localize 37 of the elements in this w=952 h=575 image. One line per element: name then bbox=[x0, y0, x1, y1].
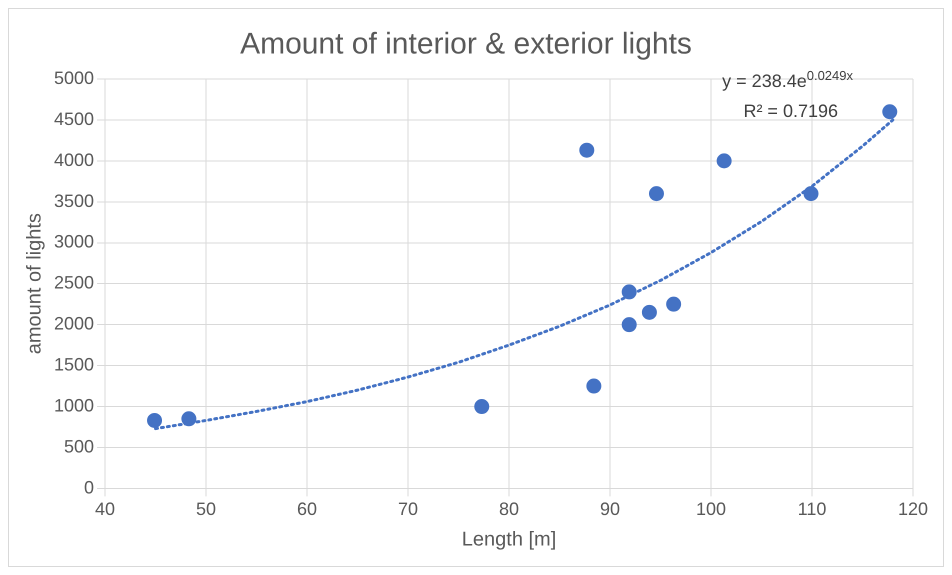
y-tick-label: 5000 bbox=[54, 68, 94, 88]
point bbox=[648, 186, 664, 202]
point bbox=[882, 104, 898, 120]
point bbox=[642, 304, 657, 320]
point bbox=[666, 296, 682, 312]
x-tick-label: 60 bbox=[297, 499, 318, 520]
chart-title: Amount of interior & exterior lights bbox=[240, 27, 692, 60]
y-tick-label: 0 bbox=[84, 477, 94, 498]
y-tick-label: 4000 bbox=[54, 150, 94, 170]
point bbox=[474, 399, 490, 414]
x-tick-label: 80 bbox=[499, 499, 520, 520]
point bbox=[716, 153, 732, 168]
y-axis-title: amount of lights bbox=[24, 213, 46, 354]
annotation: R² = 0.7196 bbox=[743, 101, 838, 121]
point bbox=[579, 142, 594, 158]
x-tick-label: 70 bbox=[398, 499, 418, 520]
y-tick-label: 1500 bbox=[54, 354, 94, 375]
y-tick-label: 3500 bbox=[54, 190, 94, 211]
x-tick-label: 40 bbox=[95, 499, 116, 520]
y-tick-label: 4500 bbox=[54, 108, 94, 129]
x-tick-label: 110 bbox=[798, 499, 826, 520]
y-tick-label: 500 bbox=[64, 436, 94, 456]
point bbox=[803, 186, 818, 202]
x-axis-title: Length [m] bbox=[462, 528, 556, 551]
x-tick-label: 120 bbox=[898, 499, 928, 520]
x-tick-label: 90 bbox=[600, 499, 620, 520]
point bbox=[147, 412, 162, 428]
point bbox=[622, 317, 637, 332]
y-tick-label: 3000 bbox=[54, 232, 94, 252]
point bbox=[622, 284, 637, 300]
y-tick-label: 2000 bbox=[54, 314, 94, 334]
x-tick-label: 100 bbox=[696, 499, 726, 520]
y-tick-label: 1000 bbox=[54, 395, 94, 416]
point bbox=[181, 411, 196, 426]
y-tick-label: 2500 bbox=[54, 272, 94, 293]
x-tick-label: 50 bbox=[196, 499, 216, 520]
point bbox=[586, 378, 602, 394]
